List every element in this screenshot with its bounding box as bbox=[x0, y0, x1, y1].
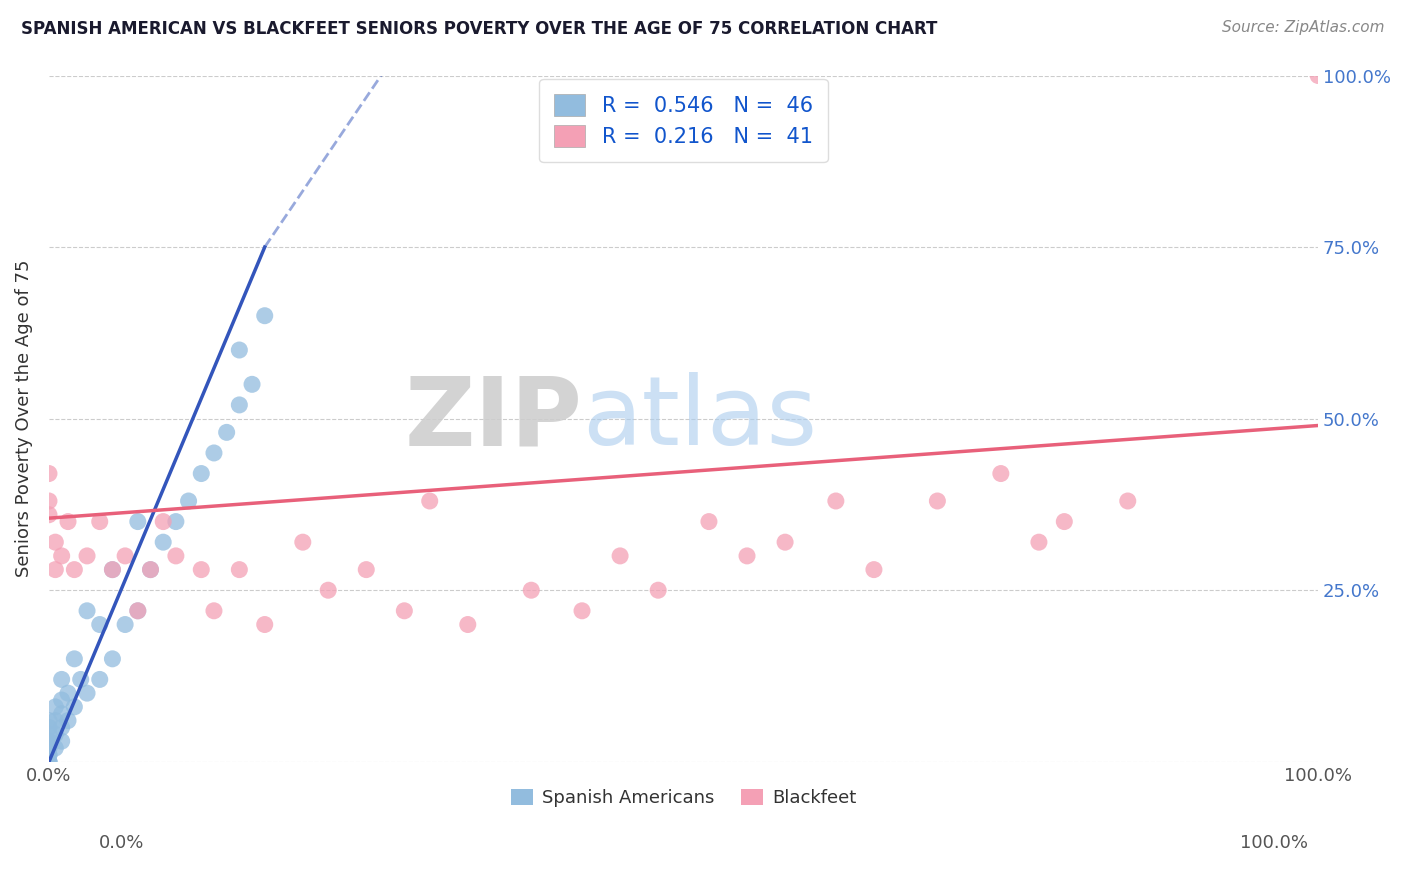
Point bbox=[44, 699, 66, 714]
Point bbox=[773, 535, 796, 549]
Point bbox=[647, 583, 669, 598]
Point bbox=[114, 549, 136, 563]
Point bbox=[571, 604, 593, 618]
Point bbox=[1053, 515, 1076, 529]
Point bbox=[202, 604, 225, 618]
Point bbox=[69, 673, 91, 687]
Point bbox=[44, 563, 66, 577]
Point bbox=[51, 706, 73, 721]
Text: 0.0%: 0.0% bbox=[98, 834, 143, 852]
Point bbox=[165, 549, 187, 563]
Point bbox=[101, 563, 124, 577]
Point bbox=[44, 727, 66, 741]
Point bbox=[63, 563, 86, 577]
Point bbox=[240, 377, 263, 392]
Point bbox=[44, 714, 66, 728]
Point bbox=[56, 515, 79, 529]
Point bbox=[101, 652, 124, 666]
Point bbox=[51, 734, 73, 748]
Point bbox=[51, 693, 73, 707]
Point bbox=[735, 549, 758, 563]
Point bbox=[520, 583, 543, 598]
Point bbox=[44, 535, 66, 549]
Point bbox=[38, 721, 60, 735]
Text: Source: ZipAtlas.com: Source: ZipAtlas.com bbox=[1222, 20, 1385, 35]
Point bbox=[76, 604, 98, 618]
Point bbox=[89, 515, 111, 529]
Text: SPANISH AMERICAN VS BLACKFEET SENIORS POVERTY OVER THE AGE OF 75 CORRELATION CHA: SPANISH AMERICAN VS BLACKFEET SENIORS PO… bbox=[21, 20, 938, 37]
Point bbox=[38, 755, 60, 769]
Point bbox=[56, 686, 79, 700]
Point bbox=[127, 515, 149, 529]
Point bbox=[38, 755, 60, 769]
Point bbox=[990, 467, 1012, 481]
Legend: Spanish Americans, Blackfeet: Spanish Americans, Blackfeet bbox=[503, 781, 863, 814]
Point bbox=[697, 515, 720, 529]
Point bbox=[63, 652, 86, 666]
Point bbox=[927, 494, 949, 508]
Point bbox=[127, 604, 149, 618]
Point bbox=[38, 494, 60, 508]
Point bbox=[38, 467, 60, 481]
Point bbox=[356, 563, 378, 577]
Point bbox=[38, 741, 60, 756]
Point bbox=[139, 563, 162, 577]
Point bbox=[38, 714, 60, 728]
Point bbox=[824, 494, 846, 508]
Point bbox=[419, 494, 441, 508]
Point bbox=[38, 741, 60, 756]
Point bbox=[76, 549, 98, 563]
Point bbox=[190, 467, 212, 481]
Point bbox=[89, 617, 111, 632]
Point bbox=[152, 535, 174, 549]
Point bbox=[152, 515, 174, 529]
Point bbox=[114, 617, 136, 632]
Point bbox=[609, 549, 631, 563]
Point bbox=[56, 714, 79, 728]
Point bbox=[316, 583, 339, 598]
Text: ZIP: ZIP bbox=[404, 372, 582, 465]
Text: 100.0%: 100.0% bbox=[1240, 834, 1308, 852]
Point bbox=[89, 673, 111, 687]
Point bbox=[165, 515, 187, 529]
Point bbox=[38, 508, 60, 522]
Point bbox=[228, 398, 250, 412]
Point bbox=[177, 494, 200, 508]
Point bbox=[291, 535, 314, 549]
Point bbox=[38, 747, 60, 762]
Point bbox=[253, 617, 276, 632]
Point bbox=[38, 755, 60, 769]
Point bbox=[228, 563, 250, 577]
Point bbox=[1308, 69, 1330, 83]
Point bbox=[253, 309, 276, 323]
Point bbox=[457, 617, 479, 632]
Y-axis label: Seniors Poverty Over the Age of 75: Seniors Poverty Over the Age of 75 bbox=[15, 260, 32, 577]
Point bbox=[38, 747, 60, 762]
Point bbox=[63, 699, 86, 714]
Point bbox=[38, 727, 60, 741]
Text: atlas: atlas bbox=[582, 372, 817, 465]
Point bbox=[228, 343, 250, 357]
Point bbox=[394, 604, 416, 618]
Point bbox=[863, 563, 886, 577]
Point bbox=[44, 741, 66, 756]
Point bbox=[51, 673, 73, 687]
Point bbox=[139, 563, 162, 577]
Point bbox=[101, 563, 124, 577]
Point bbox=[76, 686, 98, 700]
Point bbox=[127, 604, 149, 618]
Point bbox=[215, 425, 238, 440]
Point bbox=[1028, 535, 1050, 549]
Point bbox=[202, 446, 225, 460]
Point bbox=[1116, 494, 1139, 508]
Point bbox=[51, 721, 73, 735]
Point bbox=[38, 734, 60, 748]
Point bbox=[38, 734, 60, 748]
Point bbox=[190, 563, 212, 577]
Point bbox=[51, 549, 73, 563]
